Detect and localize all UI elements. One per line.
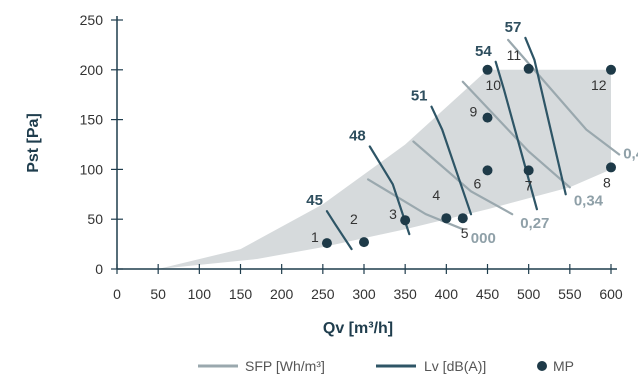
mp-label-5: 5 <box>461 225 469 241</box>
mp-point-5 <box>457 213 468 224</box>
y-tick-label-100: 100 <box>80 161 104 177</box>
lv-line-57 <box>524 36 567 196</box>
mp-label-9: 9 <box>470 104 478 120</box>
lv-line-45 <box>325 210 353 251</box>
mp-label-4: 4 <box>432 187 440 203</box>
mp-label-1: 1 <box>311 229 319 245</box>
x-tick-label-600: 600 <box>599 286 623 302</box>
mp-point-2 <box>359 237 369 248</box>
lv-line-51 <box>430 105 473 216</box>
lv-label-54: 54 <box>475 43 492 60</box>
y-axis-title: Pst [Pa] <box>25 113 42 173</box>
y-tick-label-200: 200 <box>80 62 104 78</box>
axes-layer: 0 50 100 150 200 250 300 350 400 450 500 550 6000501… <box>80 12 623 302</box>
mp-label-3: 3 <box>389 206 397 222</box>
sfp-line-000 <box>367 178 464 231</box>
legend: SFP [Wh/m³] Lv [dB(A)] MP <box>198 358 574 374</box>
mp-label-11: 11 <box>507 47 522 63</box>
lv-label-45: 45 <box>306 192 323 209</box>
x-tick-label-550: 550 <box>558 286 582 302</box>
legend-mp-marker <box>537 361 547 371</box>
mp-point-6 <box>482 165 493 176</box>
sfp-line-0,4 <box>507 38 621 156</box>
mp-point-4 <box>441 213 452 224</box>
mp-label-6: 6 <box>474 175 482 191</box>
mp-point-8 <box>606 162 616 173</box>
x-tick-label-150: 150 <box>229 286 253 302</box>
legend-lv-label: Lv [dB(A)] <box>424 358 486 374</box>
mp-point-9 <box>482 112 493 123</box>
mp-label-7: 7 <box>525 177 533 193</box>
mp-label-2: 2 <box>350 211 358 227</box>
x-axis-title: Qv [m³/h] <box>323 320 393 337</box>
sfp-label-0,4: 0,4 <box>623 145 638 162</box>
mp-point-11 <box>523 63 534 74</box>
sfp-label-000: 000 <box>471 230 496 247</box>
x-tick-label-450: 450 <box>476 286 500 302</box>
sfp-lines-layer: 000 0,27 0,34 0,4 <box>367 38 638 247</box>
lv-label-57: 57 <box>505 19 522 36</box>
mp-point-3 <box>400 215 411 226</box>
sfp-line-0,34 <box>461 80 571 189</box>
sfp-line-0,27 <box>412 140 514 216</box>
x-tick-label-0: 0 <box>113 286 121 302</box>
x-tick-label-350: 350 <box>393 286 417 302</box>
mp-point-12 <box>606 64 616 75</box>
lv-label-51: 51 <box>411 88 428 105</box>
mp-point-7 <box>523 165 534 176</box>
mp-label-10: 10 <box>486 77 502 93</box>
x-tick-label-200: 200 <box>270 286 294 302</box>
x-tick-label-500: 500 <box>517 286 541 302</box>
mp-point-10 <box>482 64 493 75</box>
x-tick-label-300: 300 <box>352 286 376 302</box>
sfp-label-0,27: 0,27 <box>520 215 549 232</box>
x-tick-label-400: 400 <box>435 286 459 302</box>
lv-label-48: 48 <box>349 127 366 144</box>
y-tick-label-0: 0 <box>95 261 103 277</box>
x-tick-label-250: 250 <box>311 286 335 302</box>
x-tick-label-50: 50 <box>150 286 166 302</box>
sfp-label-0,34: 0,34 <box>574 192 604 209</box>
y-tick-label-250: 250 <box>80 12 104 28</box>
x-tick-label-100: 100 <box>188 286 212 302</box>
mp-label-12: 12 <box>591 77 607 93</box>
legend-mp-label: MP <box>553 358 574 374</box>
legend-sfp-label: SFP [Wh/m³] <box>245 358 325 374</box>
y-tick-label-150: 150 <box>80 112 104 128</box>
y-tick-label-50: 50 <box>87 211 103 227</box>
mp-label-8: 8 <box>603 174 611 190</box>
mp-point-1 <box>321 238 332 249</box>
